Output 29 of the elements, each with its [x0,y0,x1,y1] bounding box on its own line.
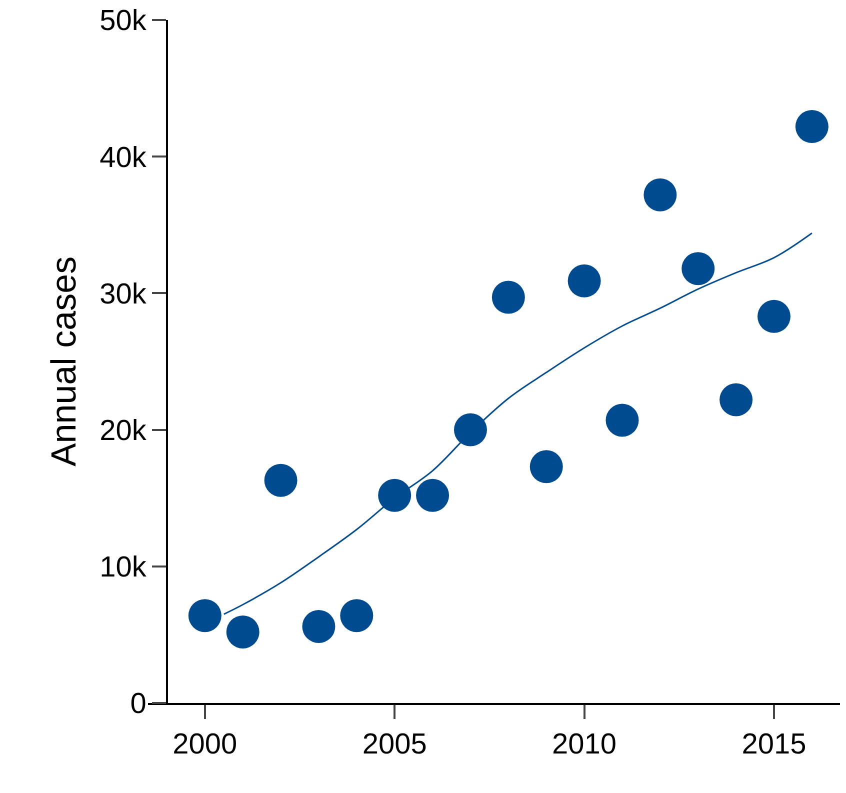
x-tick-label: 2005 [362,728,427,761]
x-tick-label: 2015 [742,728,806,761]
y-tick-label: 50k [100,5,147,38]
point [264,464,298,497]
point [454,413,487,446]
line-series [223,232,813,615]
x-tick-label: 2000 [172,728,238,761]
y-tick-label: 10k [100,552,147,584]
point [378,478,412,512]
point [795,110,828,144]
y-tick-label: 20k [100,414,147,447]
point [720,383,753,416]
point [226,615,260,648]
point [302,610,336,643]
point [568,264,601,298]
point [682,252,715,286]
x-tick-label: 2010 [552,728,617,761]
y-axis-title: Annual cases [44,256,84,467]
point [606,404,639,437]
point [530,450,563,484]
point [340,599,374,632]
point [188,599,222,632]
y-tick-label: 30k [100,278,147,310]
point [492,280,525,314]
point [416,478,450,512]
point [758,300,790,333]
y-tick-label: 40k [100,142,147,174]
point [644,178,677,212]
y-tick-label: 0 [130,688,146,720]
